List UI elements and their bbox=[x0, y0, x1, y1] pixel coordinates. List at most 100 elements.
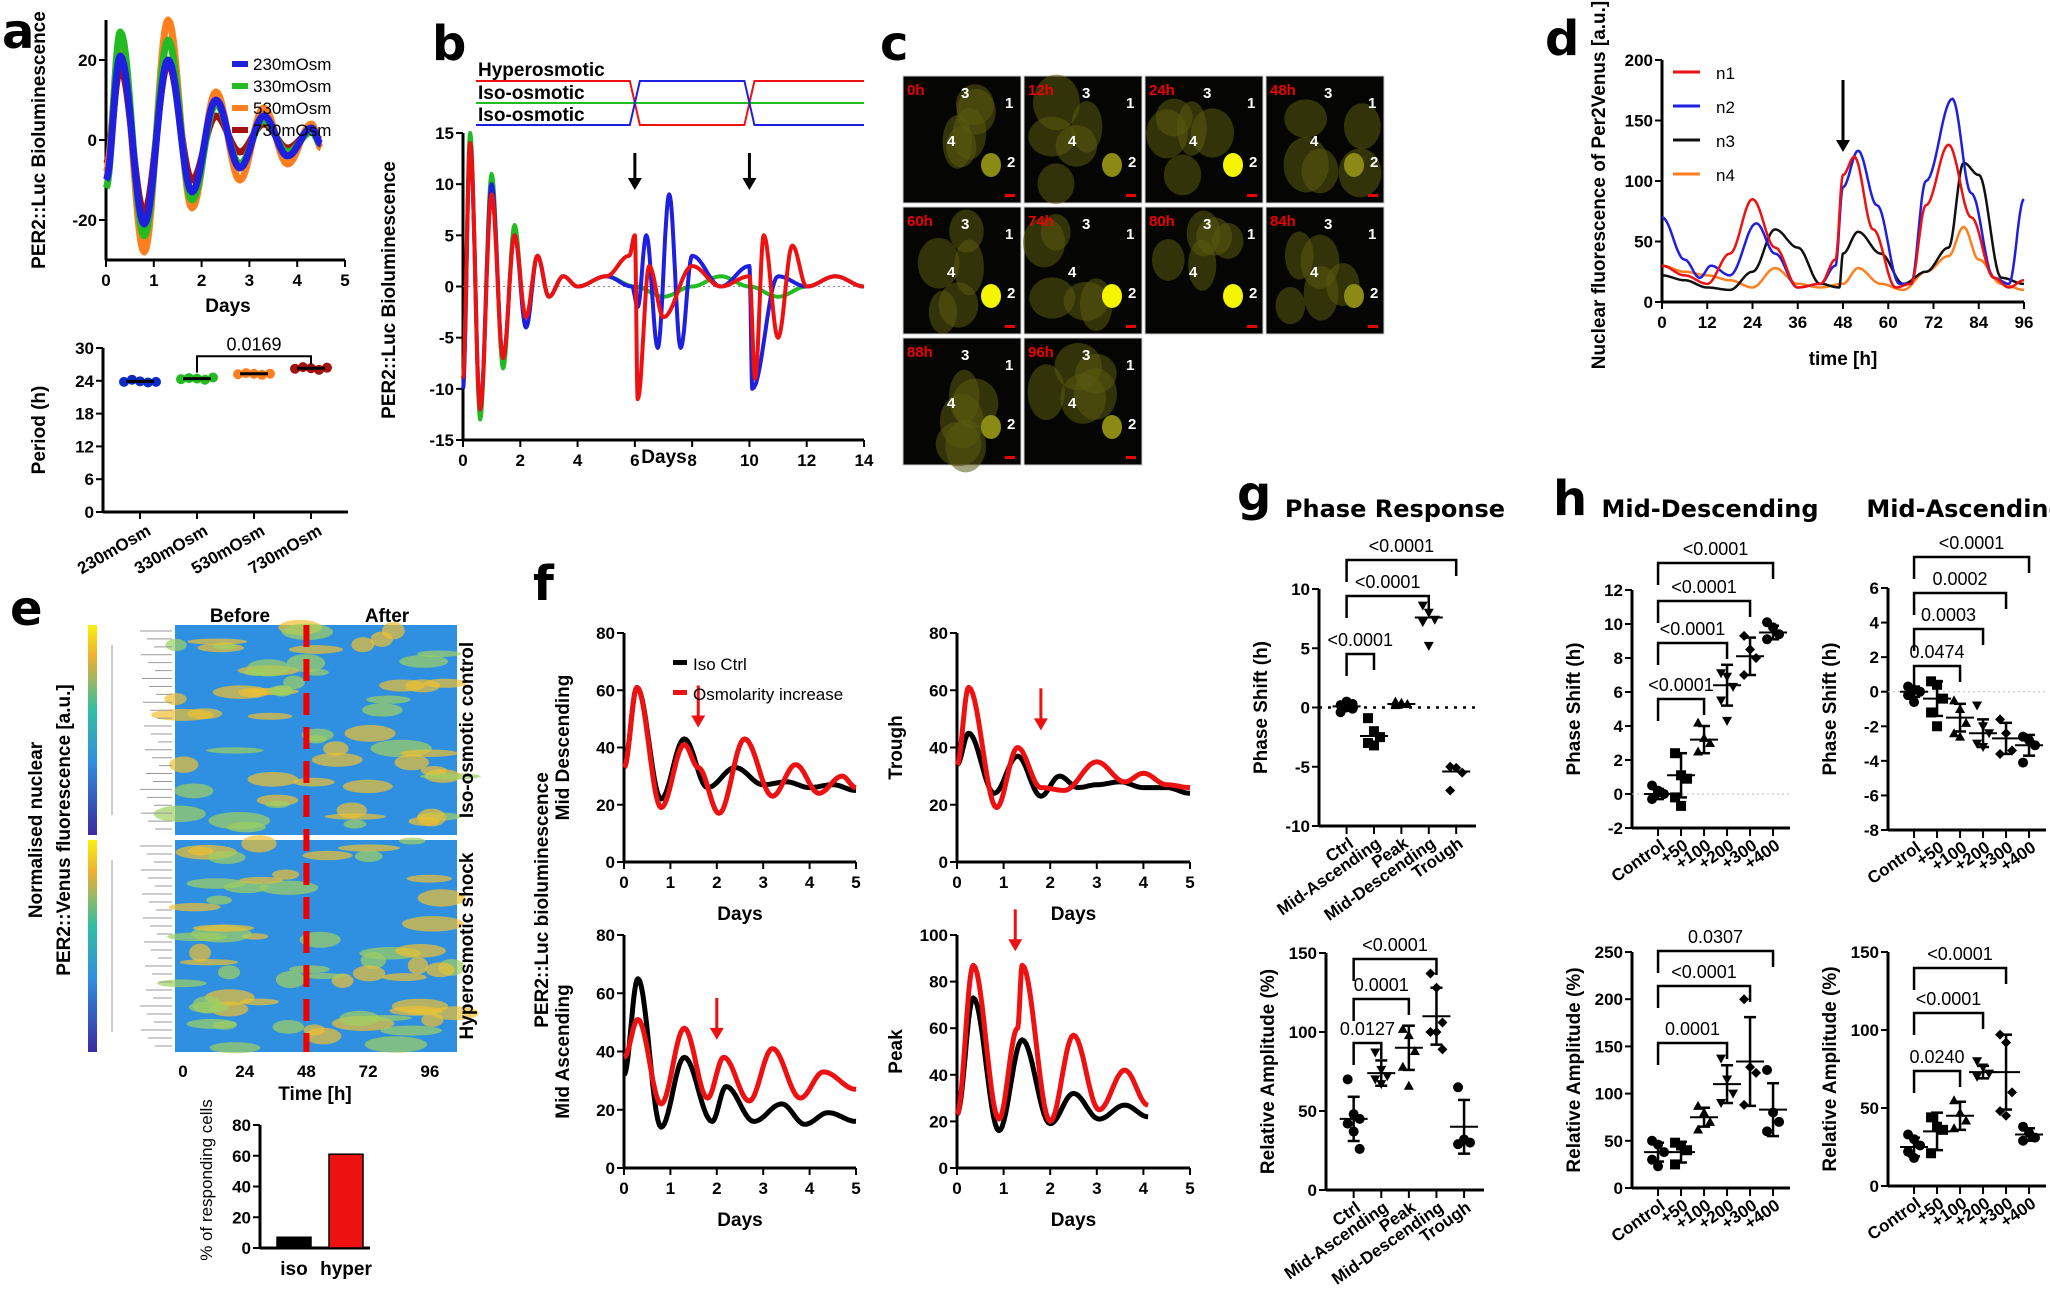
x-tick-label: 5 bbox=[1185, 873, 1194, 892]
heatmap-cell bbox=[416, 650, 462, 658]
heatmap-cell bbox=[304, 735, 327, 744]
legend-label: n2 bbox=[1716, 98, 1735, 117]
x-tick-label: 48 bbox=[1834, 313, 1853, 332]
panel-c-image-grid: 0h 1 2 3 4 12h 1 2 3 4 24h 1 2 3 4 48h 1 2 3 4 60h 1 2 3 4 74h 1 2 3… bbox=[902, 74, 1385, 473]
significance-bracket bbox=[1912, 591, 2008, 615]
y-tick-label: 2 bbox=[1870, 648, 1879, 667]
cell-number: 2 bbox=[1128, 285, 1136, 302]
y-tick-label: 15 bbox=[435, 124, 454, 143]
y-tick-label: 10 bbox=[435, 175, 454, 194]
x-tick-label: 12 bbox=[797, 451, 816, 470]
x-tick-label: 8 bbox=[687, 451, 696, 470]
mid-descending-amplitude-chart: 050100150200250Control+50+100+200+300+40… bbox=[1564, 927, 1790, 1246]
heatmap-cell bbox=[265, 800, 290, 809]
data-point bbox=[1705, 1116, 1716, 1126]
cell-body bbox=[1037, 163, 1075, 205]
legend-swatch bbox=[232, 83, 248, 89]
significance-bracket bbox=[1656, 641, 1729, 665]
heatmap-cell bbox=[302, 972, 346, 979]
y-tick-label: 100 bbox=[920, 926, 948, 945]
timepoint-label: 80h bbox=[1149, 213, 1175, 230]
heatmap-cell bbox=[299, 931, 341, 948]
arrow-icon-head bbox=[1836, 140, 1850, 152]
y-tick-label: 4 bbox=[1870, 614, 1880, 633]
nucleus bbox=[1223, 153, 1243, 177]
mid-descending-phase-chart: Mid-Descending-2024681012Control+50+100+… bbox=[1564, 495, 1819, 886]
data-point bbox=[1653, 1161, 1664, 1172]
heatmap-cell bbox=[239, 998, 280, 1006]
y-tick-label: 6 bbox=[85, 470, 94, 489]
y-axis-title: Phase Shift (h) bbox=[1820, 642, 1841, 775]
cell-body bbox=[1027, 364, 1065, 421]
heatmap-cell bbox=[192, 924, 255, 932]
cell-body bbox=[1163, 154, 1202, 196]
legend-swatch bbox=[232, 61, 248, 67]
y-tick-label: 200 bbox=[1625, 51, 1653, 70]
y-tick-label: -10 bbox=[429, 380, 454, 399]
p-value: 0.0474 bbox=[1910, 642, 1965, 662]
series-line bbox=[622, 684, 858, 816]
heatmap-cell bbox=[288, 965, 330, 974]
panel-label-h: h bbox=[1553, 471, 1587, 527]
nucleus bbox=[1102, 153, 1122, 177]
y-tick-label: 20 bbox=[929, 796, 948, 815]
heatmap-cell bbox=[339, 1010, 380, 1027]
scale-bar bbox=[1005, 456, 1015, 459]
cell-number: 3 bbox=[1203, 216, 1211, 233]
heatmap-cell bbox=[187, 708, 223, 720]
significance-bracket bbox=[1352, 997, 1411, 1021]
arrow-icon-head bbox=[1033, 718, 1048, 731]
data-point bbox=[1722, 716, 1733, 726]
heatmap-cell bbox=[359, 1014, 412, 1022]
panel-e-heatmap: Before After Iso-osmotic control Hyperosmot… bbox=[26, 606, 481, 1105]
cell-number: 1 bbox=[1005, 226, 1013, 243]
subplot-title: Mid Descending bbox=[553, 675, 574, 821]
heatmap-cell bbox=[246, 659, 290, 677]
y-tick-label: 60 bbox=[596, 681, 615, 700]
x-tick-label: 5 bbox=[340, 271, 349, 290]
data-point bbox=[1961, 1115, 1972, 1125]
significance-bracket bbox=[1352, 1041, 1383, 1065]
cell-number: 2 bbox=[1249, 154, 1257, 171]
data-point bbox=[1374, 732, 1385, 743]
y-axis-title: % of responding cells bbox=[197, 1099, 216, 1261]
cell-number: 4 bbox=[1310, 133, 1319, 150]
y-tick-label: 12 bbox=[75, 437, 94, 456]
y-tick-label: -15 bbox=[429, 431, 454, 450]
nucleus bbox=[1223, 284, 1243, 308]
y-tick-label: 0 bbox=[1644, 293, 1653, 312]
x-tick-label: 72 bbox=[1924, 313, 1943, 332]
y-tick-label: 80 bbox=[596, 624, 615, 643]
cell-number: 4 bbox=[1068, 264, 1077, 281]
heatmap-cell bbox=[165, 638, 187, 652]
data-point bbox=[265, 368, 275, 379]
x-tick-label: iso bbox=[280, 1259, 307, 1280]
y-tick-label: 50 bbox=[1634, 233, 1653, 252]
y-tick-label: 50 bbox=[1604, 1132, 1623, 1151]
data-point bbox=[1370, 1075, 1381, 1085]
data-point bbox=[151, 376, 161, 387]
y-tick-label: -5 bbox=[439, 329, 454, 348]
y-tick-label: -8 bbox=[1864, 821, 1879, 840]
data-point bbox=[1425, 1027, 1436, 1037]
data-point bbox=[233, 369, 243, 380]
y-tick-label: 60 bbox=[596, 984, 615, 1003]
heatmap-cell bbox=[189, 943, 211, 962]
heatmap-cell bbox=[406, 874, 453, 883]
heatmap-block: Hyperosmotic shock bbox=[88, 835, 479, 1054]
panel-label-c: c bbox=[880, 16, 908, 72]
x-tick-label: 24 bbox=[235, 1062, 254, 1081]
x-axis-title: Days bbox=[717, 904, 762, 925]
data-point bbox=[290, 363, 300, 374]
x-tick-label: 84 bbox=[1969, 313, 1988, 332]
x-tick-label: 3 bbox=[758, 1179, 767, 1198]
x-tick-label: 3 bbox=[1092, 873, 1101, 892]
subplot-peak: 0 20 40 60 80 100 0 1 2 3 4 5 Days Peak bbox=[886, 909, 1195, 1231]
significance-bracket bbox=[1656, 599, 1752, 623]
heatmap-cell bbox=[302, 850, 353, 861]
data-point bbox=[1972, 739, 1983, 749]
cell-number: 1 bbox=[1126, 226, 1134, 243]
x-tick-label: 10 bbox=[740, 451, 759, 470]
data-point bbox=[119, 376, 129, 387]
heatmap-cell bbox=[153, 805, 206, 823]
